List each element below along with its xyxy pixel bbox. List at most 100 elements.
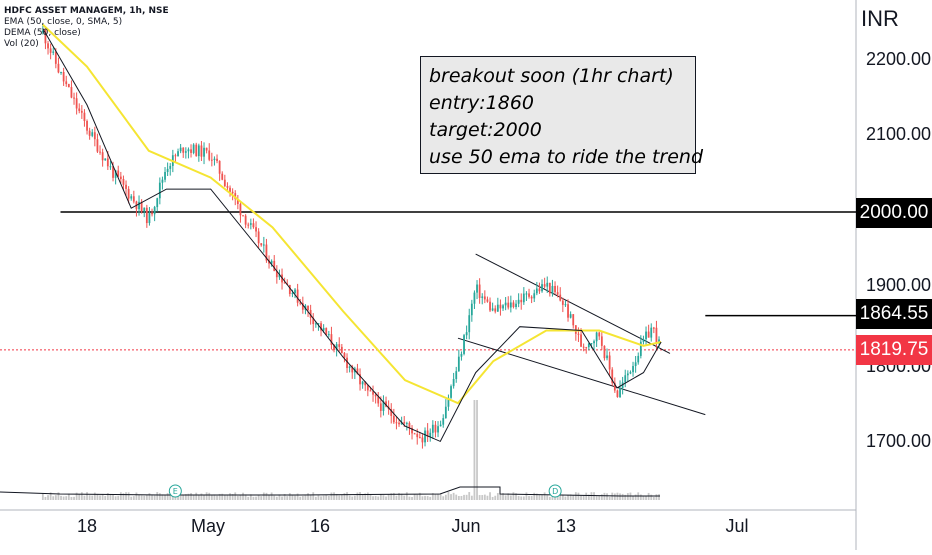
- volume-bar: [291, 494, 294, 500]
- volume-bar: [652, 496, 655, 500]
- y-tick-label: 2200.00: [866, 49, 932, 69]
- candle-down: [88, 130, 91, 136]
- candle-down: [73, 97, 75, 99]
- volume-bar: [127, 492, 130, 500]
- candle-up: [52, 51, 55, 53]
- volume-bar: [119, 492, 122, 500]
- volume-bar: [478, 495, 481, 500]
- candle-up: [291, 293, 294, 295]
- candle-down: [343, 353, 346, 358]
- candle-down: [106, 158, 109, 167]
- candle-down: [320, 323, 322, 331]
- volume-bar: [182, 495, 185, 500]
- candle-up: [476, 284, 478, 293]
- candle-down: [255, 227, 257, 232]
- volume-bar: [572, 495, 575, 500]
- candle-up: [468, 315, 471, 333]
- volume-bar: [247, 496, 250, 500]
- entry-price-tag[interactable]: 1864.55: [856, 299, 932, 329]
- x-tick-label: Jul: [725, 516, 749, 536]
- volume-bar: [301, 495, 304, 500]
- volume-bar: [632, 496, 634, 500]
- legend-ema[interactable]: EMA (50, close, 0, SMA, 5): [4, 17, 123, 27]
- volume-bar: [236, 495, 239, 500]
- target-price-tag[interactable]: 2000.00: [856, 198, 932, 228]
- candle-up: [455, 371, 458, 380]
- candle-up: [645, 331, 647, 340]
- volume-bar: [468, 492, 471, 500]
- candle-up: [314, 323, 317, 325]
- candle-down: [283, 282, 286, 284]
- candle-up: [213, 158, 216, 160]
- volume-bar: [621, 493, 624, 500]
- volume-bar: [57, 492, 60, 500]
- volume-bar: [169, 494, 172, 500]
- volume-bar: [307, 493, 309, 500]
- candle-down: [494, 308, 497, 312]
- candle-down: [275, 271, 278, 278]
- volume-bar: [460, 495, 463, 500]
- candle-down: [49, 48, 52, 53]
- volume-bar: [515, 493, 517, 500]
- volume-bar: [270, 492, 273, 500]
- volume-bar: [413, 494, 416, 500]
- legend-dema[interactable]: DEMA (50, close): [4, 28, 81, 38]
- candle-down: [390, 409, 393, 416]
- note-box[interactable]: breakout soon (1hr chart) entry:1860 tar…: [420, 56, 703, 174]
- candle-up: [361, 381, 364, 385]
- candle-up: [650, 327, 653, 338]
- volume-bar: [205, 492, 208, 500]
- volume-bar: [359, 492, 361, 500]
- volume-bar: [78, 494, 81, 500]
- candle-down: [379, 403, 382, 411]
- candles: [41, 23, 660, 449]
- volume-bar: [535, 493, 538, 500]
- candle-down: [572, 314, 575, 326]
- legend-vol[interactable]: Vol (20): [4, 39, 39, 49]
- volume-bar: [65, 496, 68, 500]
- candle-down: [413, 433, 416, 435]
- candle-down: [112, 166, 114, 178]
- volume-bar: [135, 492, 138, 500]
- indicator-lines: [42, 23, 662, 443]
- volume-bar: [242, 492, 244, 500]
- candle-down: [242, 215, 244, 217]
- volume-bar: [184, 494, 187, 500]
- candle-down: [647, 331, 650, 338]
- candle-down: [78, 108, 81, 111]
- y-tick-label: 1700.00: [866, 431, 932, 451]
- volume-bar: [517, 495, 520, 500]
- candle-down: [67, 84, 70, 88]
- legend-symbol[interactable]: HDFC ASSET MANAGEM, 1h, NSE: [4, 6, 169, 16]
- volume-bar: [239, 495, 242, 500]
- volume-bar: [650, 494, 653, 500]
- volume-bar: [655, 494, 658, 500]
- channel-bottom-line: [457, 337, 706, 416]
- volume-bar: [351, 496, 354, 500]
- volume-bar: [452, 492, 455, 500]
- candle-up: [525, 293, 528, 295]
- volume-bar: [528, 495, 530, 500]
- candle-down: [226, 186, 229, 188]
- volume-bar: [366, 492, 369, 500]
- candle-up: [551, 285, 554, 294]
- candle-up: [473, 292, 476, 304]
- volume-bar: [60, 495, 62, 500]
- candle-down: [70, 87, 73, 98]
- candle-down: [325, 327, 328, 335]
- candle-down: [62, 72, 65, 82]
- last-price-tag[interactable]: 1819.75: [856, 335, 932, 365]
- candle-down: [307, 305, 309, 311]
- candle-down: [567, 304, 569, 318]
- volume-bar: [99, 495, 101, 500]
- candle-down: [489, 301, 491, 311]
- volume-bar: [470, 495, 473, 500]
- candle-up: [161, 179, 164, 183]
- volume-bar: [382, 495, 385, 500]
- volume-pane: [0, 400, 660, 500]
- volume-bar: [281, 496, 283, 500]
- candle-down: [151, 212, 153, 215]
- candle-up: [262, 244, 265, 246]
- candle-up: [442, 418, 445, 425]
